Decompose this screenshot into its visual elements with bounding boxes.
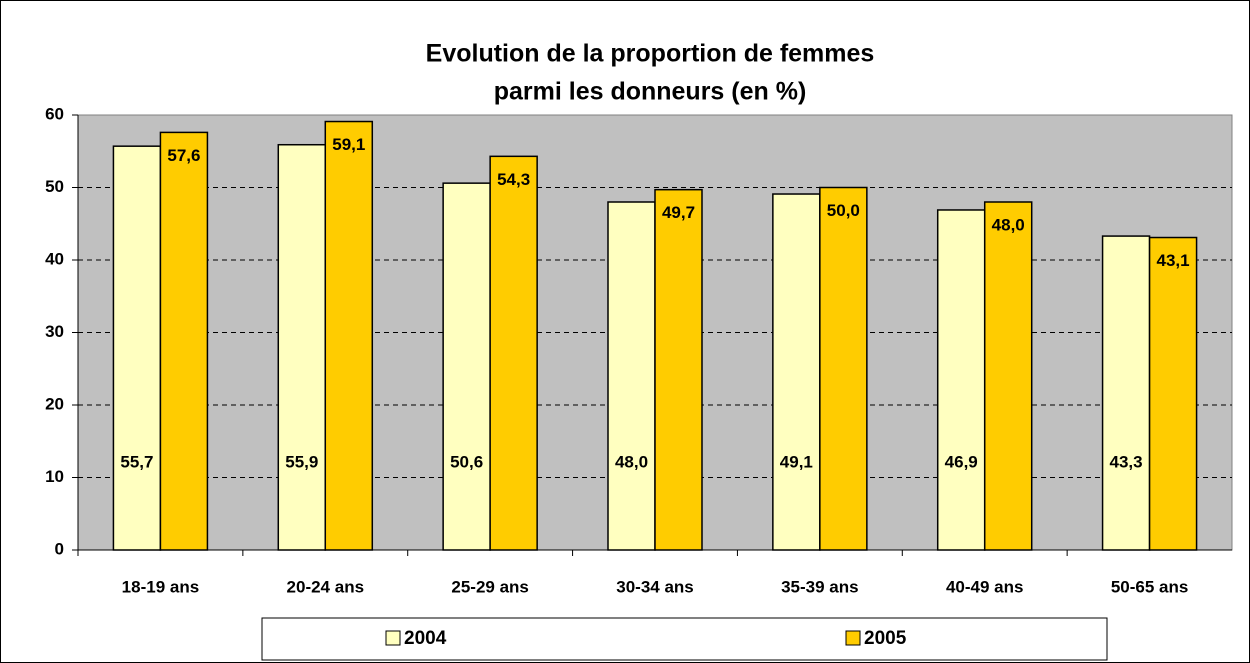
data-label: 57,6: [167, 146, 200, 165]
x-tick-label: 40-49 ans: [946, 577, 1024, 596]
x-tick-label: 35-39 ans: [781, 577, 859, 596]
data-label: 46,9: [945, 452, 978, 471]
bar: [112, 145, 162, 551]
legend-box: [261, 617, 1108, 661]
bar: [159, 131, 209, 551]
y-tick-label: 40: [45, 249, 64, 268]
bar: [936, 209, 986, 551]
bar: [983, 201, 1033, 551]
data-label: 55,7: [120, 452, 153, 471]
y-tick-label: 20: [45, 394, 64, 413]
data-label: 50,0: [827, 201, 860, 220]
bar: [1101, 235, 1151, 551]
chart-title: Evolution de la proportion de femmes: [426, 40, 875, 68]
y-tick-label: 10: [45, 467, 64, 486]
y-tick-label: 30: [45, 322, 64, 341]
y-tick-label: 50: [45, 177, 64, 196]
data-label: 55,9: [285, 452, 318, 471]
x-tick-label: 30-34 ans: [616, 577, 694, 596]
data-label: 43,3: [1110, 452, 1143, 471]
data-label: 54,3: [497, 170, 530, 189]
data-label: 49,7: [662, 203, 695, 222]
x-tick-label: 18-19 ans: [122, 577, 200, 596]
x-tick-label: 50-65 ans: [1111, 577, 1189, 596]
data-label: 49,1: [780, 452, 813, 471]
bar: [654, 188, 703, 551]
legend-swatch: [845, 630, 861, 646]
data-label: 43,1: [1157, 251, 1190, 270]
data-label: 59,1: [332, 135, 365, 154]
data-label: 48,0: [615, 452, 648, 471]
bar: [489, 155, 538, 551]
bar: [324, 120, 374, 551]
x-tick-label: 25-29 ans: [451, 577, 529, 596]
bar: [1148, 236, 1198, 551]
bar: [277, 143, 327, 551]
data-label: 50,6: [450, 452, 483, 471]
x-tick-label: 20-24 ans: [287, 577, 365, 596]
bar: [819, 186, 868, 551]
bar: [772, 193, 821, 551]
bar: [442, 182, 491, 551]
chart-title: parmi les donneurs (en %): [494, 78, 807, 106]
legend-label: 2005: [864, 628, 907, 649]
bar: [607, 201, 656, 551]
y-tick-label: 0: [55, 539, 64, 558]
legend-swatch: [385, 630, 401, 646]
data-label: 48,0: [992, 215, 1025, 234]
y-tick-label: 60: [45, 104, 64, 123]
legend-label: 2004: [404, 628, 447, 649]
